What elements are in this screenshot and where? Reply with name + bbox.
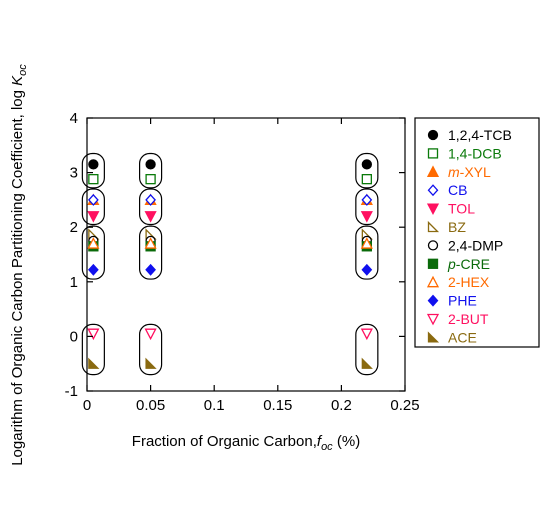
point-2-BUT-0	[87, 328, 100, 341]
y-tick-label-2: 1	[70, 274, 78, 291]
point-CB-0	[87, 193, 99, 206]
axis-ticks	[86, 117, 406, 392]
legend-marker-m-XYL	[426, 165, 440, 177]
x-tick-label-2: 0.1	[204, 397, 225, 414]
y-tick-label-4: 3	[70, 165, 78, 182]
group-box-1-2	[139, 225, 163, 280]
point-ACE-1	[145, 357, 157, 369]
legend-marker-p-CRE	[427, 258, 439, 269]
y-tick-label-3: 2	[70, 219, 78, 236]
group-box-0-3	[81, 323, 105, 376]
legend-label-2-BUT: 2-BUT	[448, 311, 489, 327]
legend-label-2-HEX: 2-HEX	[448, 274, 490, 290]
group-box-0-0	[81, 152, 105, 189]
point-PHE-2	[361, 263, 373, 276]
group-box-2-1	[355, 188, 379, 226]
point-TOL-1	[144, 211, 157, 223]
tick-labels: 0 0.05 0.1 0.15 0.2 0.25 -1 0 1 2 3 4	[65, 110, 420, 414]
grouping-boxes	[81, 152, 379, 376]
legend: 1,2,4-TCB 1,4-DCB m-XYL CB TOL BZ 2,4-DMP p-CRE…	[426, 127, 512, 345]
legend-label-ACE: ACE	[448, 329, 477, 345]
point-2-BUT-2	[360, 328, 373, 341]
y-tick-label-1: 0	[70, 328, 78, 345]
point-2-BUT-1	[144, 328, 157, 341]
data-markers	[87, 159, 373, 369]
x-tick-label-0: 0	[83, 397, 91, 414]
legend-marker-TOL	[426, 203, 440, 215]
point-ACE-2	[361, 357, 373, 369]
legend-marker-ACE	[427, 331, 440, 343]
y-tick-label-0: -1	[65, 383, 78, 400]
group-box-2-3	[355, 323, 379, 376]
x-tick-label-3: 0.15	[263, 397, 292, 414]
group-box-0-2	[81, 225, 105, 280]
legend-label-2,4-DMP: 2,4-DMP	[448, 237, 503, 253]
x-tick-label-5: 0.25	[390, 397, 419, 414]
x-tick-label-1: 0.05	[136, 397, 165, 414]
point-PHE-0	[87, 263, 99, 276]
y-tick-label-5: 4	[70, 110, 78, 127]
point-1,4-DCB-0	[88, 174, 99, 185]
point-1,4-DCB-2	[361, 174, 372, 185]
point-PHE-1	[145, 263, 156, 276]
group-box-1-3	[139, 323, 163, 376]
legend-label-TOL: TOL	[448, 201, 475, 217]
point-2-HEX-0	[87, 237, 100, 249]
point-ACE-0	[88, 357, 100, 369]
point-1,4-DCB-1	[145, 174, 156, 185]
plot-area-frame	[86, 117, 406, 392]
point-CB-2	[361, 193, 373, 206]
legend-marker-BZ	[427, 220, 440, 233]
x-tick-label-4: 0.2	[331, 397, 352, 414]
point-TOL-0	[87, 211, 100, 223]
legend-marker-CB	[427, 184, 439, 197]
group-box-1-1	[139, 188, 163, 226]
point-1,2,4-TCB-1	[145, 159, 156, 170]
legend-label-BZ: BZ	[448, 219, 466, 235]
legend-marker-1,2,4-TCB	[427, 129, 439, 141]
legend-marker-1,4-DCB	[427, 148, 439, 159]
legend-label-CB: CB	[448, 182, 467, 198]
x-axis-title: Fraction of Organic Carbon,foc (%)	[132, 433, 360, 453]
legend-label-p-CRE: p-CRE	[447, 256, 490, 272]
legend-marker-2-BUT	[426, 313, 440, 326]
point-2-HEX-2	[360, 237, 373, 249]
point-1,2,4-TCB-2	[361, 159, 372, 170]
group-box-0-1	[81, 188, 105, 226]
legend-label-1,2,4-TCB: 1,2,4-TCB	[448, 127, 512, 143]
legend-marker-2,4-DMP	[427, 240, 439, 251]
legend-marker-2-HEX	[426, 275, 440, 288]
legend-label-m-XYL: m-XYL	[448, 164, 491, 180]
group-box-2-0	[355, 152, 379, 189]
group-box-2-2	[355, 225, 379, 280]
y-axis-title: Logarithm of Organic Carbon Partitioning…	[9, 64, 29, 466]
legend-marker-PHE	[427, 294, 439, 307]
point-CB-1	[145, 193, 156, 206]
legend-label-1,4-DCB: 1,4-DCB	[448, 145, 502, 161]
point-2-HEX-1	[144, 237, 157, 249]
legend-label-PHE: PHE	[448, 293, 477, 309]
point-1,2,4-TCB-0	[88, 159, 99, 170]
point-TOL-2	[360, 211, 373, 223]
group-box-1-0	[139, 152, 163, 189]
